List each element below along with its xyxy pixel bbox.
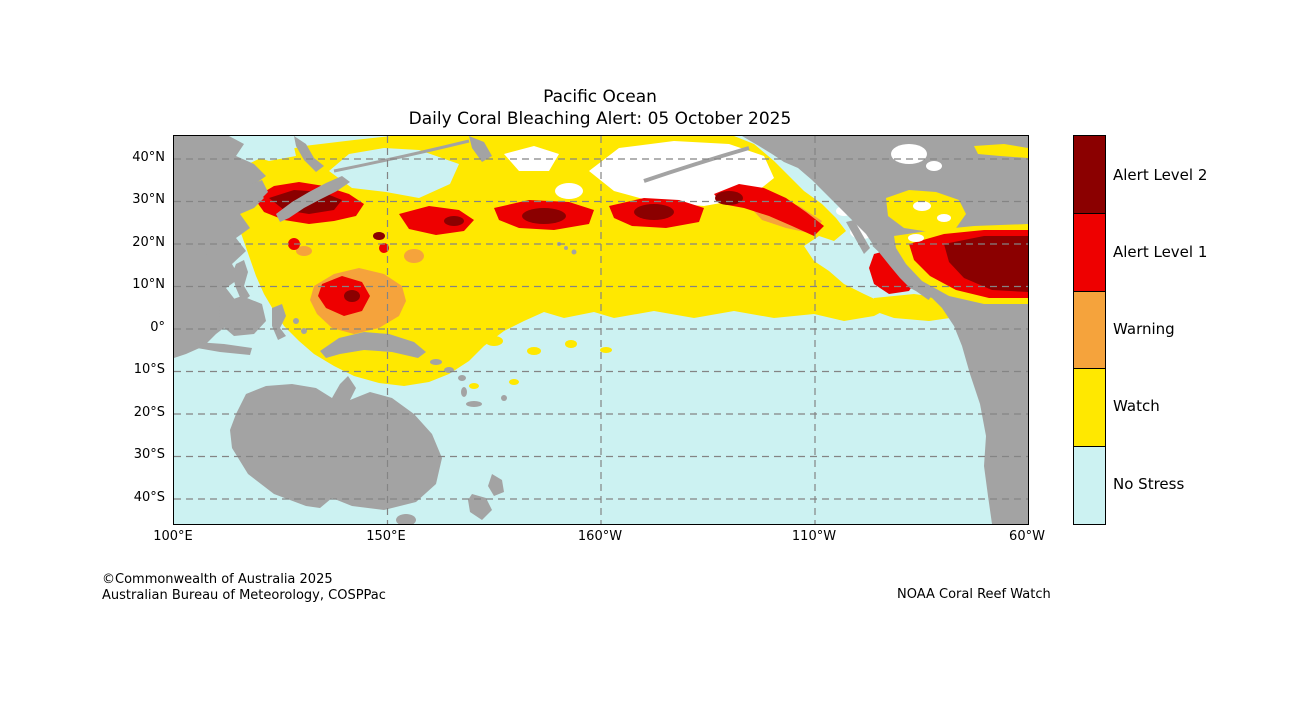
lat-tick-0: 0° bbox=[150, 320, 165, 335]
legend-label-watch: Watch bbox=[1113, 397, 1160, 415]
legend-swatch-no-stress bbox=[1074, 447, 1105, 524]
lat-tick-30n: 30°N bbox=[132, 192, 165, 207]
graticule bbox=[174, 136, 1028, 524]
legend-colorbar bbox=[1073, 135, 1106, 525]
canada-white-patch bbox=[891, 144, 927, 164]
legend-swatch-warning bbox=[1074, 291, 1105, 370]
tasmania bbox=[396, 514, 416, 524]
legend-swatch-watch bbox=[1074, 369, 1105, 448]
legend-swatch-alert-level-2 bbox=[1074, 136, 1105, 214]
asia-landmass bbox=[174, 136, 266, 358]
lat-tick-10s: 10°S bbox=[133, 362, 165, 377]
sumatra-island bbox=[174, 298, 214, 338]
lat-tick-20s: 20°S bbox=[133, 405, 165, 420]
title-line2: Daily Coral Bleaching Alert: 05 October … bbox=[408, 109, 792, 129]
sakhalin-hokkaido bbox=[294, 136, 324, 172]
pacific-map-svg bbox=[174, 136, 1028, 524]
korea-peninsula bbox=[252, 180, 268, 200]
baja-california bbox=[846, 220, 870, 254]
lat-tick-40n: 40°N bbox=[132, 150, 165, 165]
new-guinea-island bbox=[320, 332, 426, 358]
central-america-isthmus bbox=[872, 242, 932, 301]
map-title: Pacific Ocean Daily Coral Bleaching Aler… bbox=[173, 86, 1027, 130]
kuril-arc bbox=[333, 139, 470, 173]
vanuatu bbox=[461, 387, 467, 397]
sulawesi-island bbox=[272, 304, 286, 340]
legend-label-alert-level-2: Alert Level 2 bbox=[1113, 166, 1208, 184]
kamchatka bbox=[469, 136, 492, 162]
philippines-islands bbox=[232, 260, 250, 302]
new-zealand-south bbox=[468, 494, 492, 520]
lat-tick-40s: 40°S bbox=[133, 490, 165, 505]
taiwan-island bbox=[228, 227, 236, 241]
caribbean-alert2 bbox=[944, 236, 1028, 292]
copyright-line1: ©Commonwealth of Australia 2025 bbox=[102, 572, 333, 587]
legend-label-warning: Warning bbox=[1113, 320, 1175, 338]
no-stress-patches bbox=[244, 138, 459, 198]
map-canvas bbox=[173, 135, 1029, 525]
legend-label-alert-level-1: Alert Level 1 bbox=[1113, 243, 1208, 261]
borneo-island bbox=[219, 296, 266, 336]
new-caledonia bbox=[466, 401, 482, 407]
aleutian-arc bbox=[643, 146, 750, 183]
title-line1: Pacific Ocean bbox=[543, 87, 657, 107]
lon-tick-100e: 100°E bbox=[153, 529, 193, 544]
atlantic-watch-sliver bbox=[974, 144, 1028, 158]
lon-tick-110w: 110°W bbox=[791, 529, 837, 544]
new-zealand-north bbox=[488, 474, 504, 496]
lon-tick-60w: 60°W bbox=[1009, 529, 1045, 544]
australia-landmass bbox=[230, 376, 442, 510]
lat-tick-10n: 10°N bbox=[132, 277, 165, 292]
lat-tick-20n: 20°N bbox=[132, 235, 165, 250]
lon-tick-150e: 150°E bbox=[366, 529, 406, 544]
noaa-credit: NOAA Coral Reef Watch bbox=[897, 587, 1051, 602]
solomon-islands bbox=[430, 359, 442, 365]
japan-islands bbox=[276, 176, 350, 222]
legend-swatch-alert-level-1 bbox=[1074, 213, 1105, 292]
hainan-island bbox=[200, 247, 208, 255]
lat-tick-30s: 30°S bbox=[133, 447, 165, 462]
lon-tick-160w: 160°W bbox=[577, 529, 623, 544]
java-island bbox=[196, 342, 252, 355]
fiji bbox=[501, 395, 507, 401]
copyright-block: ©Commonwealth of Australia 2025 Australi… bbox=[102, 572, 386, 603]
copyright-line2: Australian Bureau of Meteorology, COSPPa… bbox=[102, 587, 386, 603]
legend-label-no-stress: No Stress bbox=[1113, 475, 1185, 493]
